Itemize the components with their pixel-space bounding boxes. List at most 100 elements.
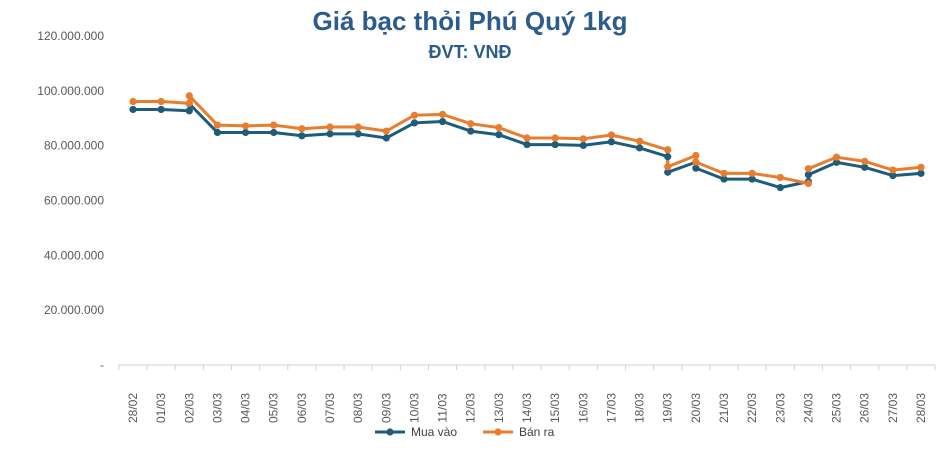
x-tick-label: 02/03 [182, 393, 196, 423]
x-tick-label: 20/03 [689, 393, 703, 423]
data-point [213, 128, 222, 137]
x-tick-label: 23/03 [773, 393, 787, 423]
data-point [889, 171, 897, 180]
data-point [664, 153, 672, 161]
legend-label: Bán ra [519, 425, 555, 439]
data-point [523, 140, 531, 149]
data-point [776, 184, 784, 192]
data-point [298, 132, 306, 140]
data-point [579, 135, 587, 143]
data-point [692, 158, 700, 166]
x-tick-label: 24/03 [801, 393, 815, 423]
y-tick-label: 120.000.000 [37, 29, 104, 43]
data-point [354, 123, 362, 131]
y-tick-label: 60.000.000 [44, 194, 104, 208]
data-point [523, 134, 531, 142]
y-tick-label: 80.000.000 [44, 139, 104, 153]
data-point [185, 92, 193, 100]
x-tick-label: 10/03 [407, 393, 421, 423]
x-tick-label: 13/03 [492, 393, 506, 423]
x-tick-label: 28/02 [126, 393, 140, 423]
x-tick-label: 04/03 [239, 393, 253, 423]
data-point [410, 119, 419, 127]
data-point [579, 141, 587, 149]
x-tick-label: 15/03 [548, 393, 562, 423]
data-point [213, 121, 222, 129]
x-tick-label: 17/03 [604, 393, 618, 423]
data-point [241, 128, 250, 137]
data-point [326, 130, 334, 138]
data-point [664, 163, 672, 171]
x-tick-label: 01/03 [154, 393, 168, 423]
legend-marker [494, 428, 502, 436]
x-tick-label: 28/03 [914, 393, 928, 423]
data-point [298, 125, 306, 133]
data-point [664, 168, 672, 176]
data-point [438, 117, 447, 126]
data-point [354, 130, 362, 138]
data-point [635, 144, 644, 152]
x-tick-label: 06/03 [295, 393, 309, 423]
data-point [635, 137, 644, 145]
data-point [861, 157, 869, 165]
data-point [326, 123, 334, 131]
data-point [861, 163, 869, 171]
x-tick-label: 08/03 [351, 393, 365, 423]
x-tick-label: 07/03 [323, 393, 337, 423]
data-point [129, 105, 137, 114]
data-point [692, 164, 700, 172]
data-point [129, 97, 137, 106]
data-point [185, 107, 193, 115]
data-point [467, 120, 475, 128]
y-tick-label: 40.000.000 [44, 248, 104, 262]
data-point [270, 128, 278, 137]
x-axis-labels: 28/02 01/03 02/03 03/03 04/03 05/03 06/03 07/03… [126, 393, 928, 423]
legend-label: Mua vào [411, 425, 457, 439]
data-point [804, 179, 813, 188]
data-point [889, 166, 897, 174]
x-tick-label: 14/03 [520, 393, 534, 423]
x-tick-label: 19/03 [661, 393, 675, 423]
x-tick-label: 05/03 [267, 393, 281, 423]
data-point [382, 127, 390, 135]
data-point [832, 153, 841, 161]
y-tick-label: 100.000.000 [37, 84, 104, 98]
data-point [748, 175, 756, 183]
data-point [438, 110, 447, 119]
x-tick-label: 03/03 [210, 393, 224, 423]
data-point [382, 134, 390, 142]
y-tick-label: - [100, 358, 104, 372]
chart-subtitle: ĐVT: VNĐ [428, 42, 512, 62]
data-point [495, 123, 503, 132]
series-layer [129, 92, 925, 192]
legend-marker [386, 428, 394, 436]
x-tick-label: 16/03 [576, 393, 590, 423]
data-point [917, 169, 925, 177]
x-tick-label: 27/03 [886, 393, 900, 423]
x-tick-label: 26/03 [858, 393, 872, 423]
x-tick-label: 22/03 [745, 393, 759, 423]
legend: Mua vào Bán ra [375, 425, 555, 439]
x-axis-ticks [118, 365, 936, 370]
data-point [607, 138, 616, 146]
data-point [495, 131, 503, 139]
data-point [720, 169, 728, 177]
data-point [551, 140, 559, 149]
data-point [804, 171, 813, 179]
data-point [467, 127, 475, 135]
x-tick-label: 21/03 [717, 393, 731, 423]
data-point [917, 163, 925, 171]
data-point [157, 105, 165, 114]
x-tick-label: 11/03 [436, 393, 450, 422]
data-point [664, 146, 672, 154]
x-tick-label: 09/03 [379, 393, 393, 423]
data-point [804, 165, 813, 173]
chart-title: Giá bạc thỏi Phú Quý 1kg [312, 6, 628, 36]
x-tick-label: 18/03 [633, 393, 647, 423]
data-point [157, 97, 165, 106]
data-point [270, 121, 278, 129]
data-point [832, 158, 841, 166]
data-point [692, 151, 700, 160]
data-point [607, 131, 616, 139]
